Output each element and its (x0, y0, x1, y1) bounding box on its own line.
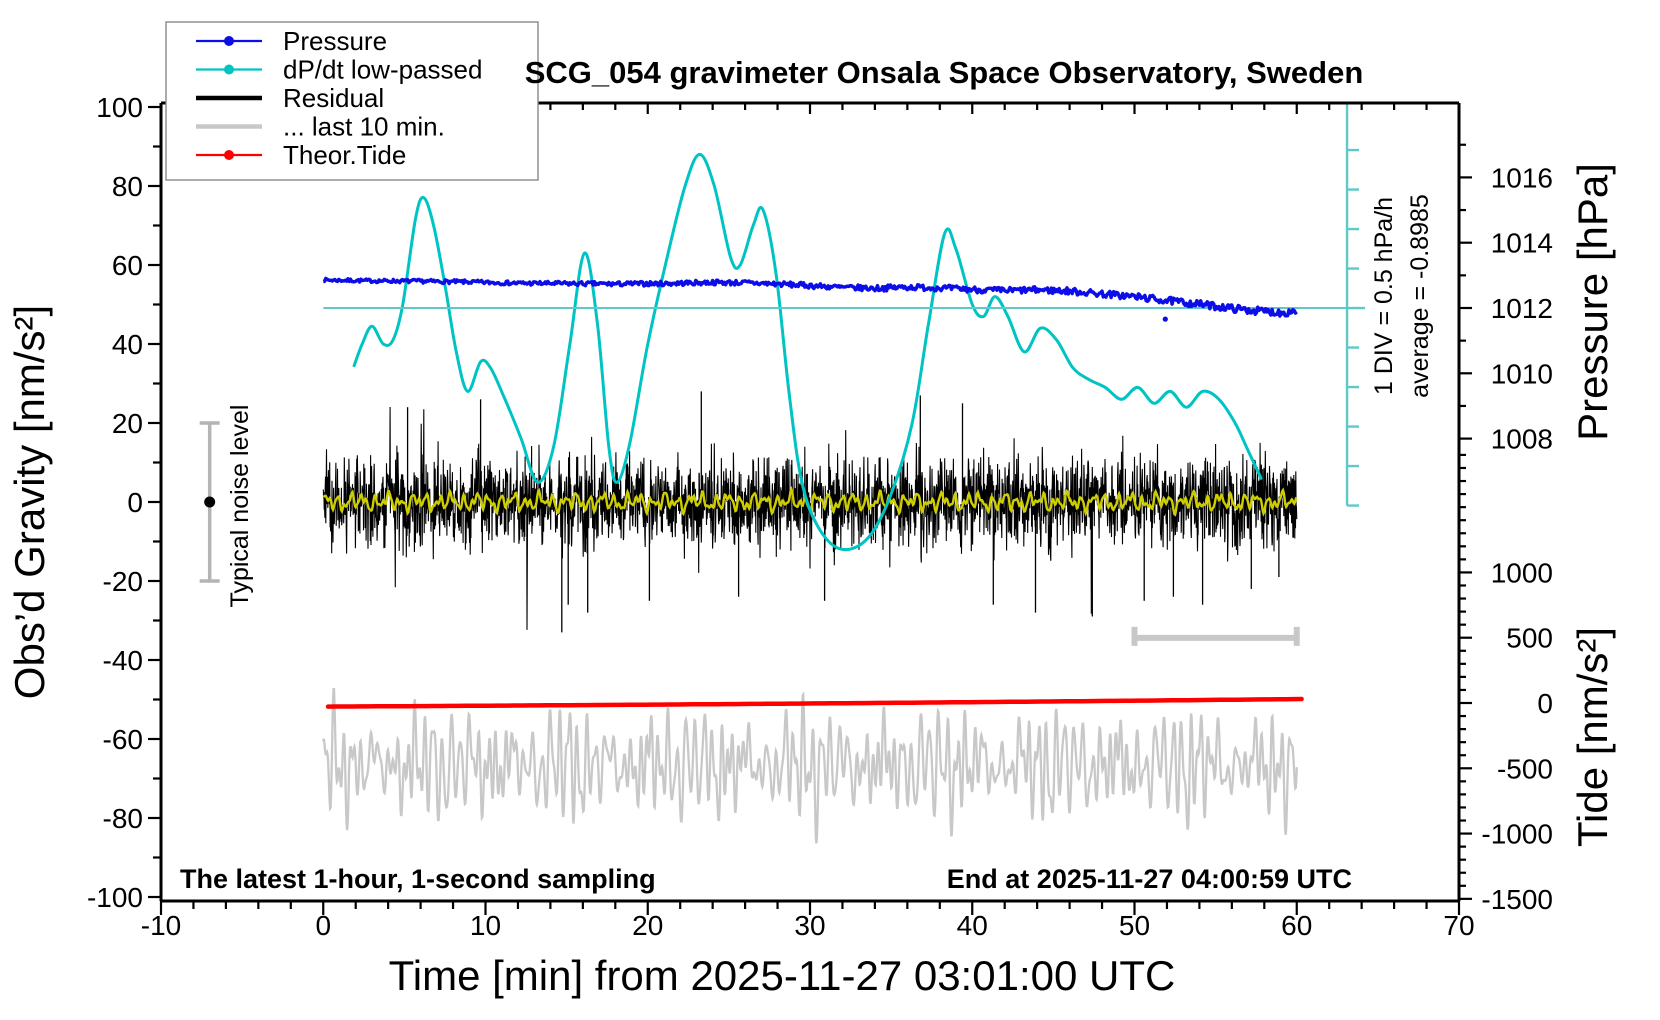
tick-label: 100 (96, 92, 143, 123)
tick-label: 20 (112, 408, 143, 439)
theor-tide-series (325, 696, 1304, 709)
div-scale-note: 1 DIV = 0.5 hPa/h (1370, 197, 1398, 395)
typical-noise-level-note: Typical noise level (226, 405, 254, 608)
axes-frame-layer: -10 0 10 20 30 40 50 60 70100806040200-20-40-60-… (87, 92, 1553, 941)
noise-errorbar-dot (204, 496, 216, 508)
legend-label: Residual (283, 83, 384, 113)
plot-title: SCG_054 gravimeter Onsala Space Observat… (525, 55, 1364, 90)
tick-label: 70 (1443, 910, 1474, 941)
legend-label: Pressure (283, 26, 387, 56)
sampling-note: The latest 1-hour, 1-second sampling (180, 864, 656, 894)
dpdt-series (352, 152, 1263, 552)
tick-label: 40 (957, 910, 988, 941)
tick-label: 1014 (1491, 228, 1553, 259)
tick-label: 80 (112, 171, 143, 202)
legend-label: dP/dt low-passed (283, 55, 482, 85)
legend-sample-dot (224, 150, 234, 160)
x-axis-title: Time [min] from 2025-11-27 03:01:00 UTC (389, 952, 1176, 999)
tick-label: -80 (103, 803, 143, 834)
tick-label: -1000 (1481, 819, 1553, 850)
pressure-axis-title: Pressure [hPa] (1569, 163, 1616, 441)
tick-label: -500 (1497, 753, 1553, 784)
y-left-axis-title: Obs’d Gravity [nm/s²] (6, 305, 53, 699)
tide-axis-title: Tide [nm/s²] (1569, 627, 1616, 847)
tick-label: -100 (87, 882, 143, 913)
tick-label: -40 (103, 645, 143, 676)
tick-label: 1008 (1491, 424, 1553, 455)
last10min-series (322, 687, 1298, 844)
tick-label: 1012 (1491, 293, 1553, 324)
tick-label: -10 (141, 910, 181, 941)
end-time-note: End at 2025-11-27 04:00:59 UTC (947, 864, 1352, 894)
tick-label: 50 (1119, 910, 1150, 941)
tick-label: 60 (112, 250, 143, 281)
tick-label: -1500 (1481, 884, 1553, 915)
tick-label: 0 (127, 487, 143, 518)
tick-label: 30 (794, 910, 825, 941)
tick-label: 10 (470, 910, 501, 941)
pressure-series (322, 276, 1298, 318)
legend-sample-dot (224, 64, 234, 75)
tick-label: 40 (112, 329, 143, 360)
tick-label: 1000 (1491, 557, 1553, 588)
tick-label: 60 (1281, 910, 1312, 941)
tick-label: 1016 (1491, 162, 1553, 193)
legend-label: Theor.Tide (283, 140, 406, 170)
tick-label: 0 (1537, 688, 1553, 719)
tick-label: 1010 (1491, 358, 1553, 389)
tick-label: 500 (1506, 623, 1553, 654)
data-curves-layer (199, 103, 1366, 844)
tick-label: 0 (315, 910, 331, 941)
pressure-outlier-dot (1162, 316, 1168, 322)
legend-sample-dot (224, 36, 234, 46)
average-note: average = -0.8985 (1406, 194, 1434, 398)
residual-series (322, 406, 1298, 630)
tick-label: 20 (632, 910, 663, 941)
legend-label: ... last 10 min. (283, 112, 445, 142)
tick-label: -20 (103, 566, 143, 597)
tick-label: -60 (103, 724, 143, 755)
